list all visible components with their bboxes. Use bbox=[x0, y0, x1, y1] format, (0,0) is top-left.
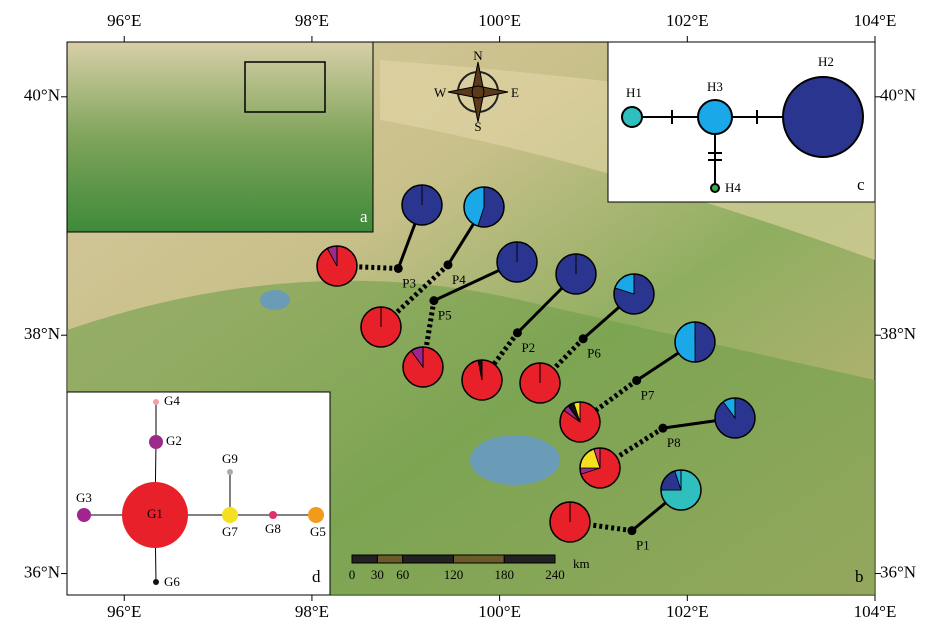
panel-label: c bbox=[857, 175, 865, 194]
lat-label: 40°N bbox=[24, 86, 60, 105]
population-label: P7 bbox=[641, 387, 655, 402]
lat-label: 40°N bbox=[880, 86, 916, 105]
lon-label: 100°E bbox=[478, 11, 521, 30]
haplotype-node bbox=[149, 435, 163, 449]
lon-label: 96°E bbox=[107, 11, 141, 30]
lake bbox=[470, 435, 560, 485]
haplotype-label: G6 bbox=[164, 574, 180, 589]
lon-label: 100°E bbox=[478, 602, 521, 621]
scale-segment bbox=[377, 555, 402, 563]
population-label: P3 bbox=[402, 275, 416, 290]
scale-segment bbox=[454, 555, 505, 563]
population-site bbox=[579, 334, 588, 343]
haplotype-label: H3 bbox=[707, 79, 723, 94]
population-label: P5 bbox=[438, 308, 452, 323]
haplotype-node bbox=[783, 77, 863, 157]
lon-label: 104°E bbox=[854, 602, 897, 621]
population-site bbox=[658, 424, 667, 433]
panel-label: a bbox=[360, 207, 368, 226]
scale-segment bbox=[352, 555, 377, 563]
lon-label: 96°E bbox=[107, 602, 141, 621]
haplotype-label: H4 bbox=[725, 180, 741, 195]
compass-label: W bbox=[434, 85, 447, 100]
haplotype-label: G8 bbox=[265, 521, 281, 536]
haplotype-label: G5 bbox=[310, 524, 326, 539]
haplotype-label: H2 bbox=[818, 54, 834, 69]
haplotype-label: H1 bbox=[626, 85, 642, 100]
haplotype-label: G9 bbox=[222, 451, 238, 466]
panel-label: d bbox=[312, 567, 321, 586]
haplotype-node bbox=[269, 511, 277, 519]
population-label: P6 bbox=[587, 346, 601, 361]
lon-label: 98°E bbox=[295, 602, 329, 621]
haplotype-label: G1 bbox=[147, 506, 163, 521]
lat-label: 36°N bbox=[880, 562, 916, 581]
scale-label: 30 bbox=[371, 567, 384, 582]
population-label: P2 bbox=[521, 340, 535, 355]
lat-label: 38°N bbox=[880, 324, 916, 343]
scale-unit: km bbox=[573, 556, 590, 571]
haplotype-label: G4 bbox=[164, 393, 180, 408]
haplotype-label: G2 bbox=[166, 433, 182, 448]
scale-segment bbox=[504, 555, 555, 563]
population-site bbox=[513, 328, 522, 337]
figure: a b N S E W c d 96°E 96°E 98°E 98°E 100°E 100… bbox=[0, 0, 938, 628]
lon-label: 98°E bbox=[295, 11, 329, 30]
haplotype-node bbox=[77, 508, 91, 522]
haplotype-node bbox=[227, 469, 233, 475]
haplotype-node bbox=[622, 107, 642, 127]
population-site bbox=[429, 296, 438, 305]
haplotype-node bbox=[711, 184, 719, 192]
lat-label: 38°N bbox=[24, 324, 60, 343]
population-site bbox=[627, 526, 636, 535]
lat-label: 36°N bbox=[24, 562, 60, 581]
haplotype-node bbox=[153, 399, 159, 405]
scale-label: 0 bbox=[349, 567, 356, 582]
haplotype-node bbox=[308, 507, 324, 523]
scale-segment bbox=[403, 555, 454, 563]
compass-label: N bbox=[473, 48, 483, 63]
inset-d bbox=[67, 392, 330, 595]
haplotype-node bbox=[222, 507, 238, 523]
population-label: P4 bbox=[452, 272, 466, 287]
population-site bbox=[632, 376, 641, 385]
haplotype-node bbox=[698, 100, 732, 134]
inset-a bbox=[67, 42, 373, 232]
haplotype-label: G7 bbox=[222, 524, 238, 539]
compass-label: S bbox=[474, 119, 481, 134]
haplotype-label: G3 bbox=[76, 490, 92, 505]
lon-label: 102°E bbox=[666, 602, 709, 621]
population-label: P1 bbox=[636, 538, 650, 553]
lon-label: 102°E bbox=[666, 11, 709, 30]
lon-label: 104°E bbox=[854, 11, 897, 30]
scale-label: 60 bbox=[396, 567, 409, 582]
panel-label: b bbox=[855, 567, 864, 586]
compass-label: E bbox=[511, 85, 519, 100]
scale-label: 240 bbox=[545, 567, 565, 582]
lake bbox=[260, 290, 290, 310]
scale-label: 120 bbox=[444, 567, 464, 582]
population-label: P8 bbox=[667, 435, 681, 450]
population-site bbox=[394, 264, 403, 273]
scale-label: 180 bbox=[495, 567, 515, 582]
population-site bbox=[444, 260, 453, 269]
haplotype-node bbox=[153, 579, 159, 585]
